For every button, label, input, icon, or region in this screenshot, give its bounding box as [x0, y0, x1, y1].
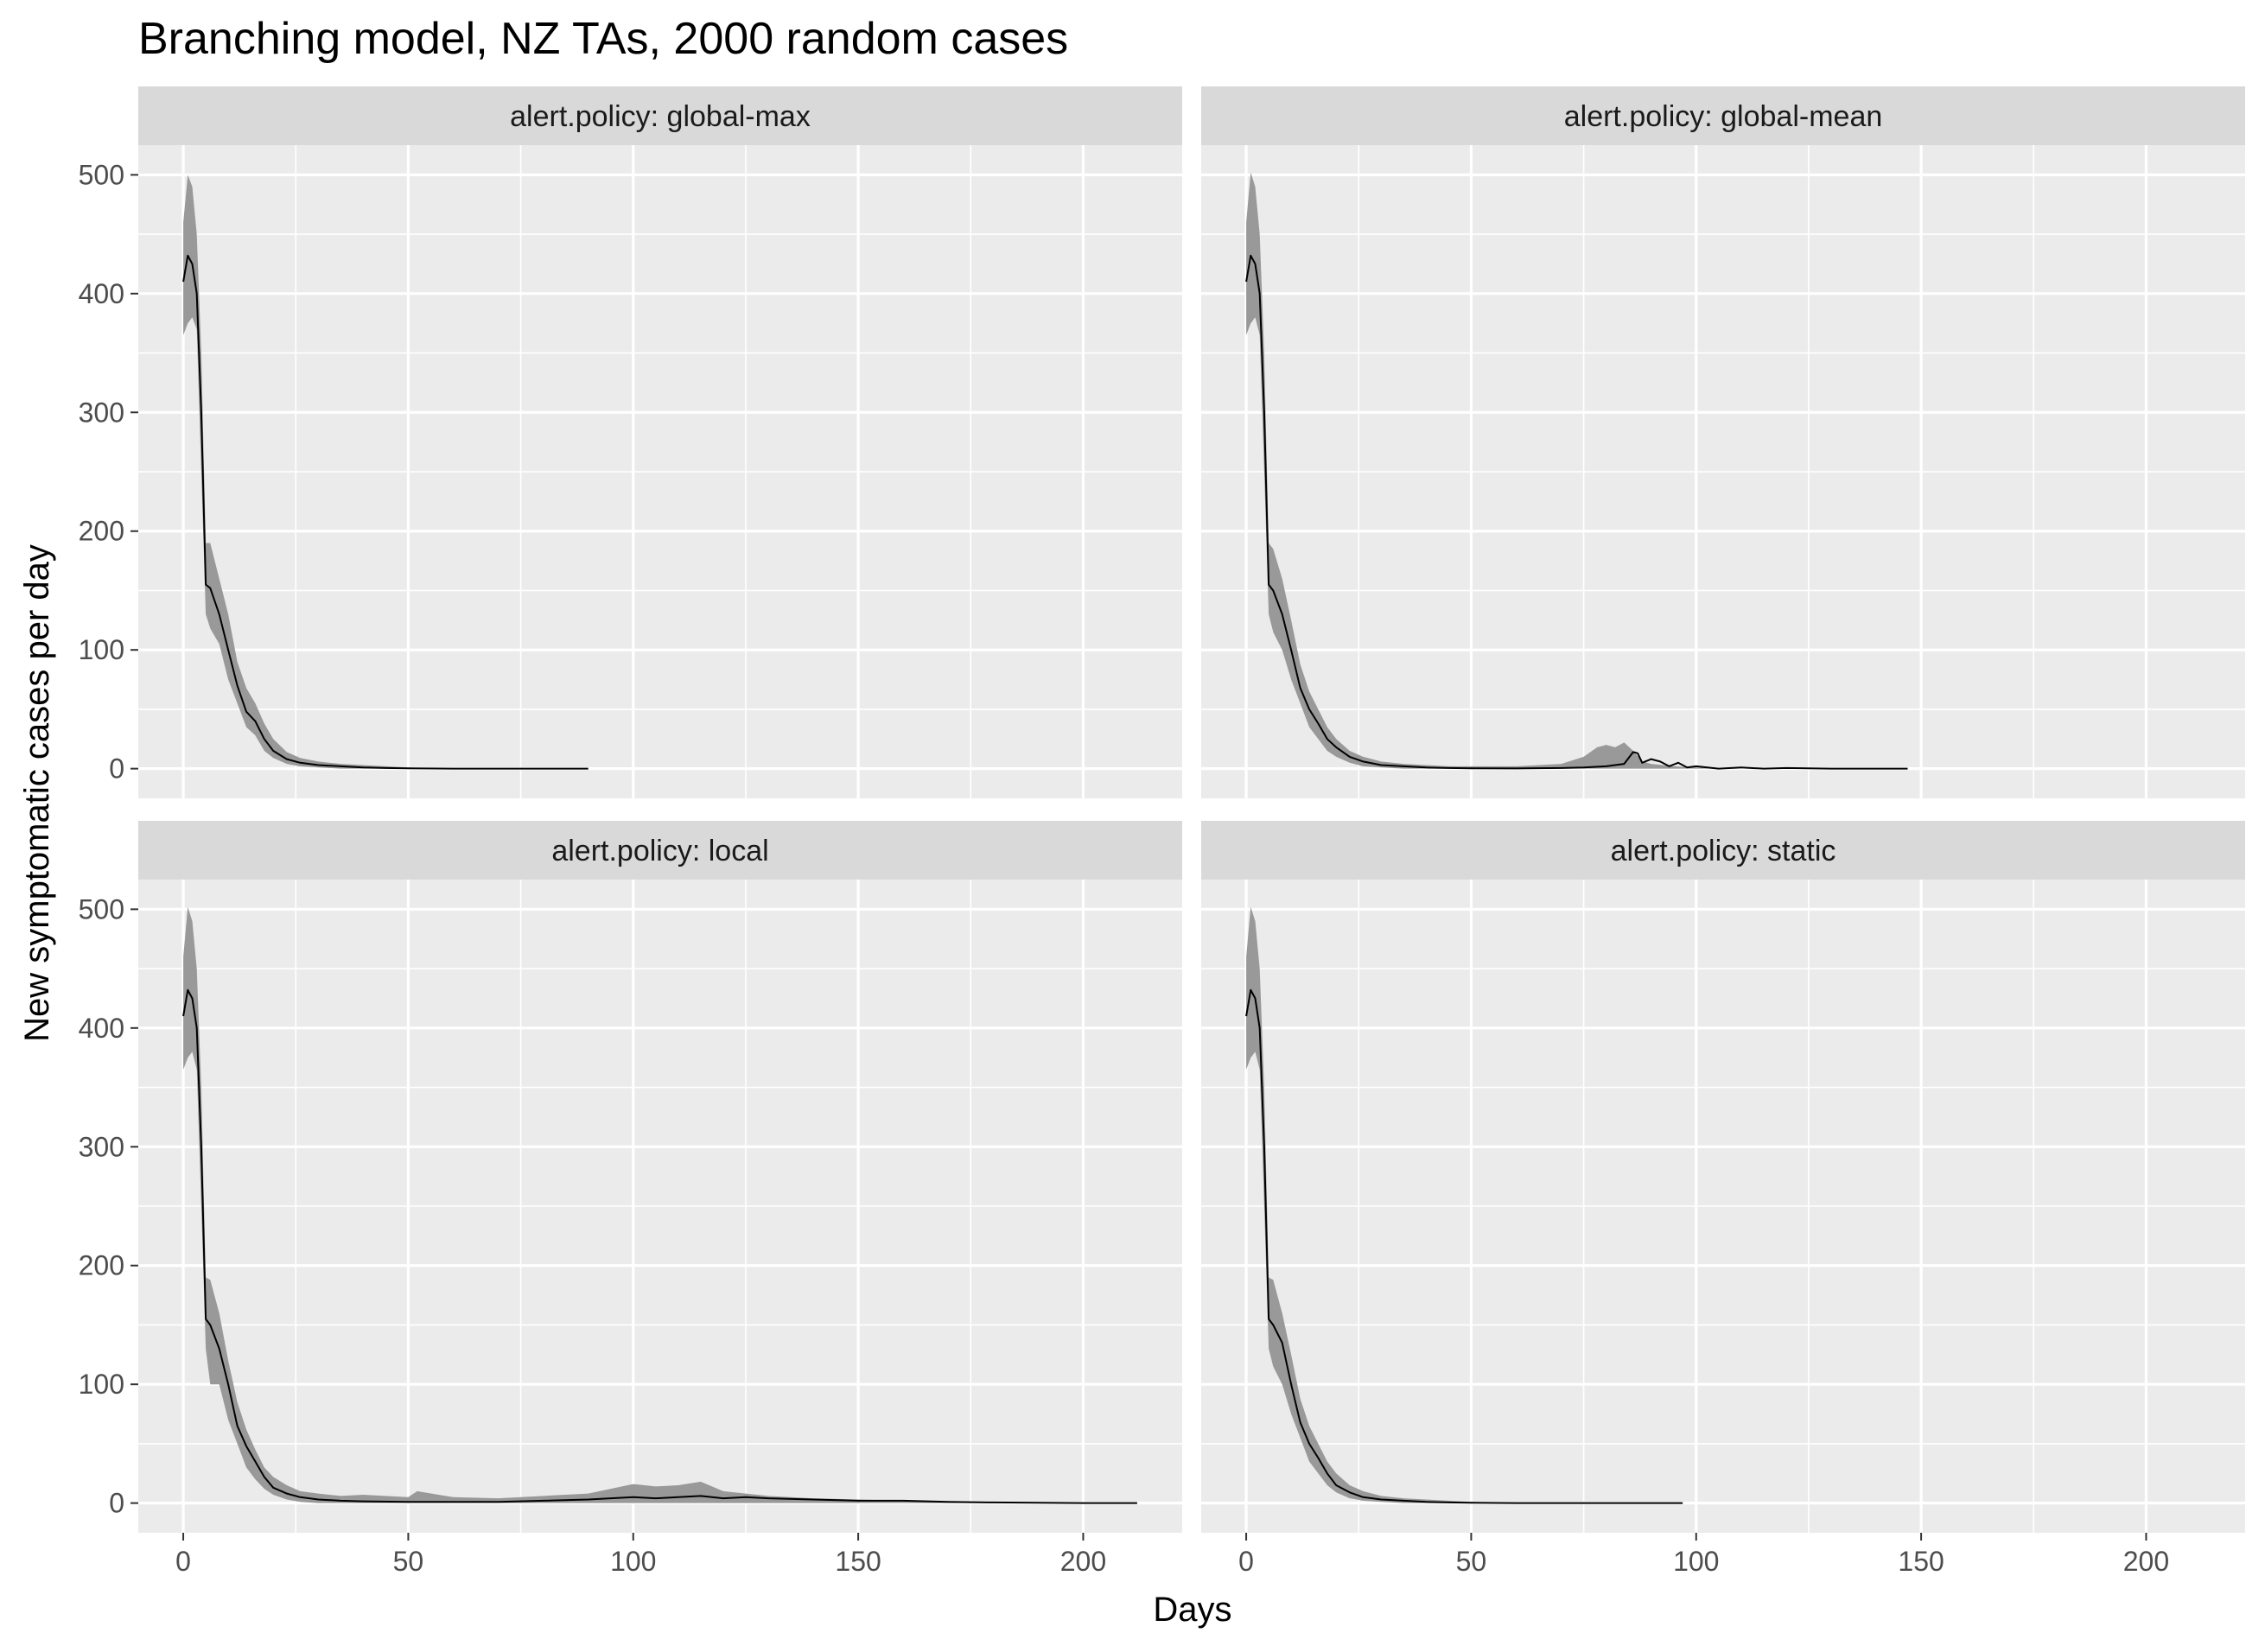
median-line: [182, 254, 589, 770]
x-tick-label: 100: [1673, 1546, 1719, 1577]
strip-background: [1201, 821, 2245, 880]
strip-label: alert.policy: local: [551, 835, 768, 867]
confidence-ribbon: [1246, 172, 1908, 769]
panel-4: alert.policy: static 0 50 100 150 200: [1201, 821, 2245, 1577]
y-tick-label: 100: [79, 1369, 124, 1400]
strip-label: alert.policy: global-max: [510, 100, 811, 133]
y-tick-label: 0: [109, 753, 124, 785]
y-axis-title: New symptomatic cases per day: [18, 544, 56, 1042]
strip-background: [138, 86, 1182, 145]
y-tick-label: 300: [79, 1131, 124, 1162]
y-tick-label: 300: [79, 397, 124, 428]
y-tick-label: 200: [79, 1250, 124, 1281]
panel-2: alert.policy: global-mean: [1201, 86, 2245, 798]
facet-panels: alert.policy: global-max0100200300400500…: [79, 86, 2245, 1577]
strip-background: [138, 821, 1182, 880]
x-tick-label: 0: [1238, 1546, 1254, 1577]
y-tick-label: 500: [79, 893, 124, 924]
x-tick-label: 150: [1898, 1546, 1944, 1577]
y-tick-label: 0: [109, 1488, 124, 1519]
x-tick-label: 0: [175, 1546, 191, 1577]
y-tick-label: 400: [79, 278, 124, 309]
strip-label: alert.policy: global-mean: [1564, 100, 1883, 133]
y-tick-label: 100: [79, 634, 124, 665]
y-tick-label: 200: [79, 516, 124, 547]
median-line: [1245, 254, 1908, 770]
y-tick-label: 400: [79, 1013, 124, 1044]
panel-3: alert.policy: local 0 100 200 300 400 500 0 50 10…: [79, 821, 1182, 1577]
x-tick-label: 200: [1060, 1546, 1106, 1577]
x-tick-label: 200: [2123, 1546, 2169, 1577]
chart-title: Branching model, NZ TAs, 2000 random cas…: [138, 14, 1068, 64]
median-line: [182, 988, 1137, 1504]
panel-1: alert.policy: global-max 0 100 200 300 400 500: [79, 86, 1182, 798]
x-tick-label: 150: [835, 1546, 881, 1577]
y-tick-label: 500: [79, 159, 124, 190]
x-tick-label: 50: [393, 1546, 424, 1577]
x-tick-label: 100: [610, 1546, 656, 1577]
strip-label: alert.policy: static: [1611, 835, 1836, 867]
x-axis-title: Days: [1153, 1591, 1231, 1629]
strip-background: [1201, 86, 2245, 145]
median-line: [1245, 988, 1683, 1504]
x-tick-label: 50: [1456, 1546, 1487, 1577]
